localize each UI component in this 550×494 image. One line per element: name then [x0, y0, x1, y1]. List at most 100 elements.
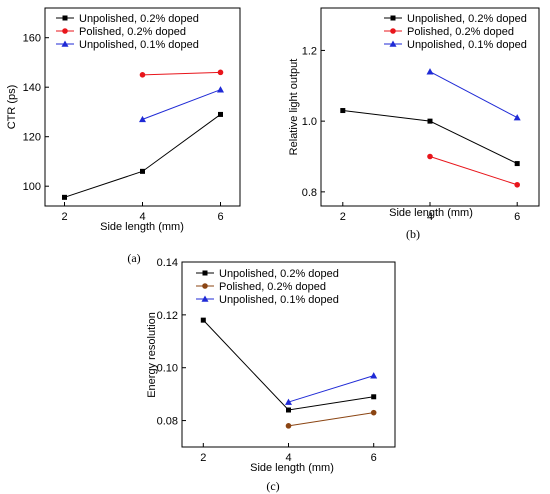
x-tick-label: 4 [139, 211, 145, 223]
data-point [514, 181, 520, 188]
x-tick-label: 6 [217, 211, 223, 223]
data-point [514, 161, 520, 167]
legend-item: Unpolished, 0.2% doped [56, 13, 199, 25]
x-axis-title: Side length (mm) [389, 207, 473, 219]
legend-item: Unpolished, 0.1% doped [56, 39, 199, 51]
legend-marker [62, 15, 68, 21]
series-line [202, 319, 374, 411]
series-line [429, 156, 518, 186]
legend-item: Unpolished, 0.2% doped [384, 13, 527, 25]
series-0 [340, 108, 520, 167]
legend-marker [389, 40, 397, 47]
y-tick-label: 0.8 [302, 187, 317, 199]
chart-panel-b: Relative light output Side length (mm) (… [288, 7, 540, 241]
series-1 [139, 69, 224, 78]
data-point [62, 194, 67, 200]
data-point [427, 153, 433, 160]
series-1 [285, 409, 377, 429]
y-tick-label: 0.12 [157, 310, 178, 322]
legend-label: Unpolished, 0.1% doped [219, 294, 339, 306]
legend-item: Unpolished, 0.1% doped [384, 39, 527, 51]
legend-label: Unpolished, 0.2% doped [407, 13, 527, 25]
legend-item: Unpolished, 0.2% doped [196, 268, 339, 280]
tick-group: 2 4 6 0.08 0.10 0.12 0.14 [157, 257, 377, 464]
series-1 [427, 153, 520, 188]
panel-label: (c) [266, 479, 279, 493]
series-group [62, 69, 224, 200]
x-tick-label: 4 [427, 211, 433, 223]
y-tick-label: 1.2 [302, 45, 317, 57]
series-group [200, 317, 378, 429]
x-axis-title: Side length (mm) [100, 221, 184, 233]
y-axis-title: CTR (ps) [6, 85, 18, 130]
series-line [142, 71, 221, 76]
legend-label: Unpolished, 0.2% doped [79, 13, 199, 25]
y-tick-label: 120 [23, 132, 41, 144]
y-axis-title: Relative light output [288, 59, 300, 156]
legend-marker [61, 40, 69, 47]
legend-label: Unpolished, 0.1% doped [79, 39, 199, 51]
legend-marker [202, 270, 208, 276]
chart-panel-a: CTR (ps) Side length (mm) (a) 2 4 6 100 120 1… [6, 7, 241, 265]
series-line [429, 71, 518, 119]
legend-label: Polished, 0.2% doped [407, 26, 514, 38]
data-point [139, 72, 146, 78]
tick-group: 2 4 6 0.8 1.0 1.2 [302, 45, 521, 223]
y-tick-label: 1.0 [302, 116, 317, 128]
series-line [142, 89, 221, 120]
legend-marker [201, 295, 209, 302]
legend-item: Polished, 0.2% doped [384, 26, 514, 38]
series-line [288, 375, 374, 403]
x-tick-label: 2 [61, 211, 67, 223]
data-point [426, 68, 434, 75]
data-point [427, 118, 433, 124]
tick-group: 2 4 6 100 120 140 160 [23, 33, 224, 223]
y-tick-label: 0.08 [157, 416, 178, 428]
x-tick-label: 6 [514, 211, 520, 223]
y-tick-label: 100 [23, 181, 41, 193]
x-axis-title: Side length (mm) [250, 462, 334, 474]
data-point [217, 86, 224, 93]
x-tick-label: 4 [285, 452, 291, 464]
panel-label: (a) [127, 251, 140, 265]
legend-marker [202, 283, 208, 289]
data-point [370, 372, 378, 379]
y-axis-title: Energy resolution [146, 312, 158, 398]
series-2 [285, 372, 378, 405]
x-tick-label: 2 [200, 452, 206, 464]
panel-label: (b) [406, 227, 420, 241]
data-point [513, 114, 521, 121]
series-line [288, 412, 374, 427]
data-point [139, 115, 146, 123]
y-tick-label: 140 [23, 82, 41, 94]
legend-marker [62, 28, 68, 34]
data-point [370, 409, 377, 416]
legend-marker [390, 15, 396, 21]
data-point [340, 108, 346, 114]
data-point [217, 69, 224, 76]
series-0 [200, 317, 377, 413]
legend-item: Polished, 0.2% doped [56, 26, 186, 38]
series-2 [426, 68, 521, 121]
data-point [218, 111, 223, 117]
y-tick-label: 160 [23, 33, 41, 45]
legend-item: Unpolished, 0.1% doped [196, 294, 339, 306]
legend-label: Polished, 0.2% doped [79, 26, 186, 38]
data-point [371, 394, 377, 400]
data-point [285, 398, 292, 405]
legend-label: Unpolished, 0.2% doped [219, 268, 339, 280]
legend-label: Unpolished, 0.1% doped [407, 39, 527, 51]
series-0 [62, 111, 223, 200]
data-point [286, 407, 291, 413]
series-2 [139, 86, 224, 123]
legend-label: Polished, 0.2% doped [219, 281, 326, 293]
y-tick-label: 0.10 [157, 363, 178, 375]
chart-panel-c: Energy resolution Side length (mm) (c) 2… [146, 257, 396, 493]
x-tick-label: 2 [340, 211, 346, 223]
series-group [340, 68, 521, 188]
data-point [140, 168, 145, 174]
